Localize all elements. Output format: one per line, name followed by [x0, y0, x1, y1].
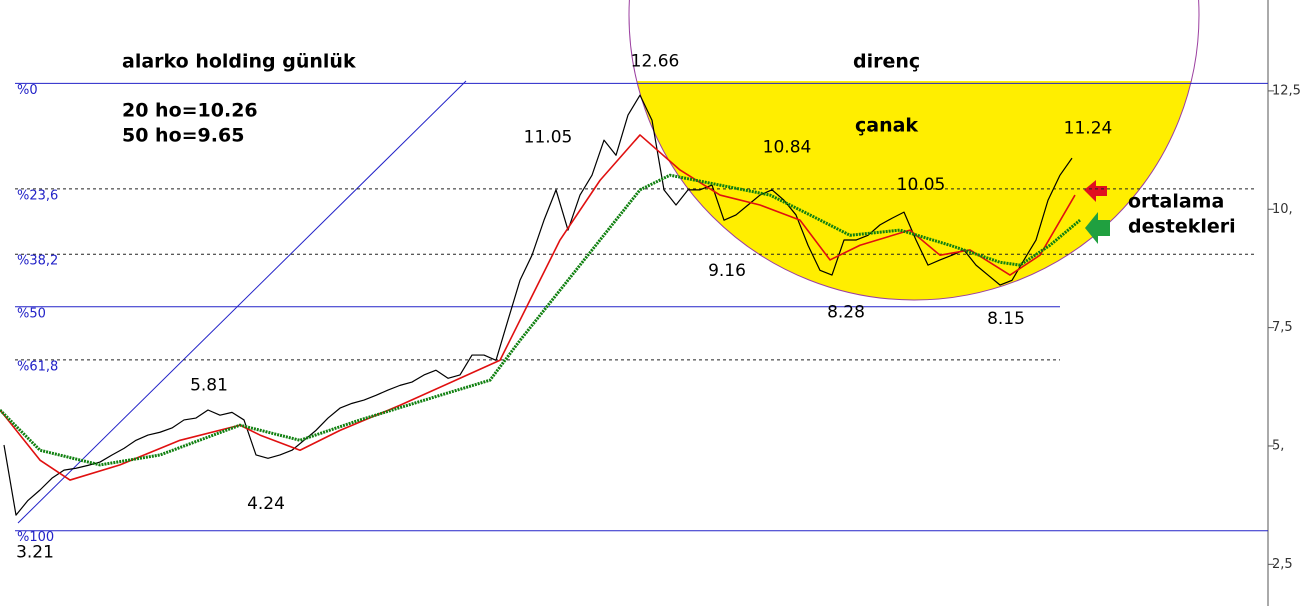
fib-label: %100 — [17, 530, 54, 545]
moving-average — [0, 173, 1081, 467]
price-annotation: 3.21 — [16, 543, 54, 563]
fib-label: %38,2 — [17, 254, 58, 269]
ma20-note: 20 ho=10.26 — [122, 100, 258, 122]
price-annotation: 10.84 — [763, 137, 812, 157]
price-annotation: 5.81 — [190, 376, 228, 396]
support-note: destekleri — [1128, 216, 1236, 238]
price-line — [3, 94, 1073, 516]
bowl-note: çanak — [855, 115, 918, 137]
price-annotation: 11.05 — [524, 128, 573, 148]
moving-average — [0, 134, 1076, 481]
y-tick-label: 2,5 — [1272, 557, 1293, 572]
price-annotation: 12.66 — [631, 51, 680, 71]
price-annotation: 8.28 — [827, 303, 865, 323]
y-tick-label: 5, — [1272, 438, 1284, 453]
price-annotation: 8.15 — [987, 309, 1025, 329]
green-arrow — [1085, 212, 1110, 244]
bowl-outline — [628, 0, 1200, 301]
y-tick-label: 10, — [1272, 202, 1293, 217]
ma50-note: 50 ho=9.65 — [122, 125, 244, 147]
support-note: ortalama — [1128, 191, 1224, 213]
fib-label: %23,6 — [17, 188, 58, 203]
y-tick-label: 7,5 — [1272, 320, 1293, 335]
price-annotation: 10.05 — [897, 175, 946, 195]
fib-trend-line — [17, 80, 467, 524]
chart-title: alarko holding günlük — [122, 51, 356, 73]
red-arrow — [1084, 180, 1107, 202]
price-annotation: 4.24 — [247, 494, 285, 514]
fib-label: %61,8 — [17, 359, 58, 374]
price-annotation: 9.16 — [708, 261, 746, 281]
fib-label: %50 — [17, 306, 46, 321]
y-tick-label: 12,5 — [1272, 83, 1301, 98]
resistance-note: direnç — [853, 51, 920, 73]
bowl-area — [636, 81, 1192, 300]
price-annotation: 11.24 — [1064, 119, 1113, 139]
fib-label: %0 — [17, 83, 38, 98]
